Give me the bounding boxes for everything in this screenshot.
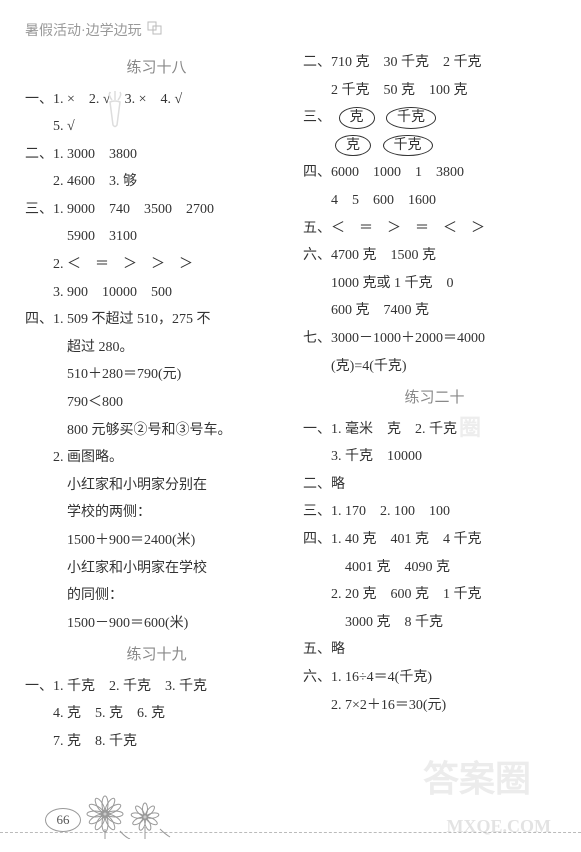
text-line: 小红家和小明家分别在: [25, 473, 288, 500]
text-line: 一、1. 千克 2. 千克 3. 千克: [25, 674, 288, 701]
text-line: 2. ＜ ＝ ＞ ＞ ＞: [25, 252, 288, 279]
text-line: 5. √: [25, 114, 288, 141]
section-title-19: 练习十九: [25, 641, 288, 670]
text-line: 3. 千克 10000: [303, 444, 566, 471]
text-line: 3000 克 8 千克: [303, 610, 566, 637]
text-line: 学校的两侧：: [25, 500, 288, 527]
oval-qianke-1: 千克: [386, 107, 436, 129]
page-header: 暑假活动·边学边玩: [25, 20, 566, 40]
text-line: 1500＋900＝2400(米): [25, 528, 288, 555]
text-line: 小红家和小明家在学校: [25, 556, 288, 583]
exercise-18-content: 一、1. × 2. √ 3. × 4. √5. √二、1. 3000 38002…: [25, 87, 288, 638]
content-columns: 练习十八 一、1. × 2. √ 3. × 4. √5. √二、1. 3000 …: [25, 50, 566, 757]
text-line: 二、710 克 30 千克 2 千克: [303, 50, 566, 77]
section-title-20: 练习二十: [303, 384, 566, 413]
text-line: 2. 7×2＋16＝30(元): [303, 693, 566, 720]
text-line: 1000 克或 1 千克 0: [303, 271, 566, 298]
text-line: 790＜800: [25, 390, 288, 417]
text-line: 2. 20 克 600 克 1 千克: [303, 582, 566, 609]
text-line: 4001 克 4090 克: [303, 555, 566, 582]
exercise-19-content: 一、1. 千克 2. 千克 3. 千克4. 克 5. 克 6. 克7. 克 8.…: [25, 674, 288, 756]
text-line: 510＋280＝790(元): [25, 362, 288, 389]
text-line: 2. 画图略。: [25, 445, 288, 472]
text-line: 2. 4600 3. 够: [25, 169, 288, 196]
right-mid-content: 四、6000 1000 1 38004 5 600 1600五、＜ ＝ ＞ ＝ …: [303, 160, 566, 380]
text-line: 2 千克 50 克 100 克: [303, 78, 566, 105]
text-line: 一、1. × 2. √ 3. × 4. √: [25, 87, 288, 114]
text-line: 超过 280。: [25, 335, 288, 362]
oval-row-1: 三、 克 千克: [303, 105, 566, 132]
oval-prefix: 三、: [303, 110, 331, 125]
page: 暑假活动·边学边玩 练习十八 一、1. × 2. √ 3. × 4. √5. √…: [0, 0, 581, 852]
text-line: 七、3000－1000＋2000＝4000: [303, 326, 566, 353]
flower-decoration: [70, 789, 220, 847]
text-line: 3. 900 10000 500: [25, 280, 288, 307]
text-line: 600 克 7400 克: [303, 298, 566, 325]
text-line: 1500－900＝600(米): [25, 611, 288, 638]
text-line: 的同侧：: [25, 583, 288, 610]
text-line: 二、1. 3000 3800: [25, 142, 288, 169]
text-line: 三、1. 9000 740 3500 2700: [25, 197, 288, 224]
oval-ke-1: 克: [339, 107, 375, 129]
text-line: 四、6000 1000 1 3800: [303, 160, 566, 187]
text-line: 800 元够买②号和③号车。: [25, 418, 288, 445]
text-line: 一、1. 毫米 克 2. 千克: [303, 417, 566, 444]
text-line: 五、＜ ＝ ＞ ＝ ＜ ＞: [303, 216, 566, 243]
text-line: 4. 克 5. 克 6. 克: [25, 701, 288, 728]
page-footer: 66: [0, 777, 581, 852]
text-line: 三、1. 170 2. 100 100: [303, 499, 566, 526]
text-line: 四、1. 509 不超过 510，275 不: [25, 307, 288, 334]
right-top-content: 二、710 克 30 千克 2 千克2 千克 50 克 100 克: [303, 50, 566, 104]
text-line: 六、1. 16÷4＝4(千克): [303, 665, 566, 692]
section-title-18: 练习十八: [25, 54, 288, 83]
oval-row-2: 克 千克: [303, 133, 566, 160]
text-line: 四、1. 40 克 401 克 4 千克: [303, 527, 566, 554]
left-column: 练习十八 一、1. × 2. √ 3. × 4. √5. √二、1. 3000 …: [25, 50, 288, 757]
text-line: 六、4700 克 1500 克: [303, 243, 566, 270]
text-line: 五、略: [303, 637, 566, 664]
right-column: 二、710 克 30 千克 2 千克2 千克 50 克 100 克 三、 克 千…: [303, 50, 566, 757]
oval-ke-2: 克: [335, 135, 371, 157]
text-line: (克)=4(千克): [303, 354, 566, 381]
header-icon: [147, 21, 165, 40]
text-line: 5900 3100: [25, 224, 288, 251]
text-line: 7. 克 8. 千克: [25, 729, 288, 756]
header-text: 暑假活动·边学边玩: [25, 20, 142, 40]
exercise-20-content: 一、1. 毫米 克 2. 千克3. 千克 10000二、略三、1. 170 2.…: [303, 417, 566, 720]
oval-qianke-2: 千克: [383, 135, 433, 157]
text-line: 4 5 600 1600: [303, 188, 566, 215]
carrot-watermark-icon: [100, 90, 130, 137]
text-line: 二、略: [303, 472, 566, 499]
